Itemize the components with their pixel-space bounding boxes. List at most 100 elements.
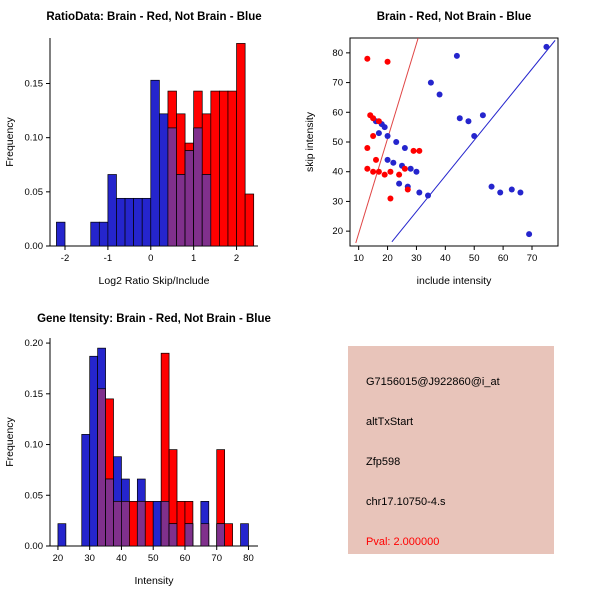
x-tick-label: 20 bbox=[382, 253, 393, 264]
scatter-point bbox=[410, 147, 417, 154]
y-tick-label: 40 bbox=[332, 167, 343, 178]
chart-title: RatioData: Brain - Red, Not Brain - Blue bbox=[46, 11, 261, 23]
scatter-point bbox=[526, 231, 533, 238]
scatter-point bbox=[517, 189, 524, 196]
hist-bar bbox=[159, 113, 169, 247]
x-tick-label: 60 bbox=[498, 253, 509, 264]
hist-bar bbox=[113, 501, 122, 547]
y-axis-label: Frequency bbox=[4, 416, 16, 466]
scatter-point bbox=[384, 133, 391, 140]
hist-bar bbox=[121, 501, 130, 547]
panel-gene-intensity-histogram: Gene Itensity: Brain - Red, Not Brain - … bbox=[0, 300, 300, 600]
scatter-point bbox=[384, 156, 391, 163]
panel-gene-info: G7156015@J922860@i_at altTxStart Zfp598 … bbox=[300, 300, 600, 600]
hist-bar bbox=[244, 193, 255, 247]
panel-ratio-histogram: RatioData: Brain - Red, Not Brain - Blue… bbox=[0, 0, 300, 300]
y-axis-label: skip intensity bbox=[304, 111, 316, 172]
hist-bar bbox=[152, 501, 162, 547]
y-tick-label: 70 bbox=[332, 78, 343, 89]
gene-symbol-text: Zfp598 bbox=[366, 456, 401, 468]
genomic-location-text: chr17.10750-4.s bbox=[366, 496, 446, 508]
scatter-point bbox=[401, 144, 408, 151]
scatter-point bbox=[364, 55, 371, 62]
hist-bar bbox=[216, 523, 226, 547]
hist-bar bbox=[236, 43, 246, 247]
hist-bar bbox=[90, 221, 100, 247]
x-tick-label: 50 bbox=[148, 553, 159, 564]
scatter-content bbox=[355, 38, 556, 244]
x-tick-label: 0 bbox=[148, 253, 153, 264]
x-tick-label: 70 bbox=[527, 253, 538, 264]
scatter-point bbox=[427, 79, 434, 86]
y-tick-label: 20 bbox=[332, 226, 343, 237]
hist-bar bbox=[56, 221, 66, 247]
scatter-point bbox=[465, 118, 472, 125]
x-tick-label: -2 bbox=[61, 253, 69, 264]
hist-bar bbox=[224, 523, 233, 547]
scatter-point bbox=[387, 195, 394, 202]
hist-bar bbox=[107, 174, 117, 247]
chart-title: Brain - Red, Not Brain - Blue bbox=[377, 11, 532, 23]
event-type-text: altTxStart bbox=[366, 416, 414, 428]
y-tick-label: 60 bbox=[332, 107, 343, 118]
hist-bar bbox=[240, 523, 249, 547]
hist-bar bbox=[144, 501, 154, 547]
plot-area: -2 -1 0 1 2 0.00 0.05 0.10 0.15 bbox=[25, 38, 258, 264]
scatter-point bbox=[453, 52, 460, 59]
fit-line bbox=[391, 40, 556, 243]
hist-bar bbox=[168, 523, 178, 547]
x-tick-label: 20 bbox=[53, 553, 64, 564]
x-tick-label: 10 bbox=[353, 253, 364, 264]
scatter-point bbox=[396, 180, 403, 187]
hist-bar bbox=[227, 90, 237, 247]
scatter-point bbox=[471, 133, 478, 140]
hist-bar bbox=[97, 388, 106, 547]
scatter-point bbox=[375, 130, 382, 137]
x-tick-label: 1 bbox=[191, 253, 196, 264]
scatter-point bbox=[497, 189, 504, 196]
scatter-point bbox=[404, 186, 411, 193]
hist-bar bbox=[124, 197, 134, 247]
hist-bar bbox=[133, 197, 143, 247]
x-tick-label: 50 bbox=[469, 253, 480, 264]
plot-area: 10 20 30 40 50 60 70 20 30 40 50 60 70 80 bbox=[332, 37, 559, 264]
hist-bar bbox=[176, 501, 186, 547]
x-tick-label: 40 bbox=[116, 553, 127, 564]
scatter-point bbox=[375, 118, 382, 125]
hist-bar bbox=[193, 127, 203, 247]
scatter-point bbox=[396, 171, 403, 178]
hist-bar bbox=[136, 501, 146, 547]
scatter-point bbox=[488, 183, 495, 190]
info-box: G7156015@J922860@i_at altTxStart Zfp598 … bbox=[348, 346, 554, 554]
x-tick-label: 30 bbox=[84, 553, 95, 564]
x-axis-label: Intensity bbox=[134, 575, 174, 587]
x-tick-label: 70 bbox=[211, 553, 222, 564]
x-axis-label: include intensity bbox=[417, 275, 492, 287]
scatter-point bbox=[370, 168, 377, 175]
scatter-point bbox=[384, 58, 391, 65]
scatter-point bbox=[364, 144, 371, 151]
hist-bar bbox=[184, 523, 194, 547]
hist-bar bbox=[105, 478, 114, 547]
hist-bar bbox=[98, 221, 109, 247]
scatter-point bbox=[407, 165, 414, 172]
hist-bar bbox=[184, 150, 195, 247]
scatter-point bbox=[401, 165, 408, 172]
scatter-point bbox=[370, 115, 377, 122]
scatter-point bbox=[425, 192, 431, 199]
x-tick-label: 30 bbox=[411, 253, 422, 264]
hist-bar bbox=[201, 174, 212, 247]
chart-title: Gene Itensity: Brain - Red, Not Brain - … bbox=[37, 313, 271, 325]
y-tick-label: 30 bbox=[332, 196, 343, 207]
plot-border bbox=[349, 37, 559, 247]
y-tick-label: 50 bbox=[332, 137, 343, 148]
scatter-point bbox=[381, 171, 388, 178]
scatter-point bbox=[393, 139, 400, 145]
y-tick-label: 0.00 bbox=[25, 241, 44, 252]
hist-bar bbox=[167, 127, 177, 247]
scatter-point bbox=[390, 159, 397, 166]
plot-area: 20 30 40 50 60 70 80 0.00 0.05 0.10 0.15 0.20 bbox=[25, 338, 258, 564]
y-tick-label: 0.05 bbox=[25, 187, 44, 198]
scatter-point bbox=[416, 189, 423, 196]
